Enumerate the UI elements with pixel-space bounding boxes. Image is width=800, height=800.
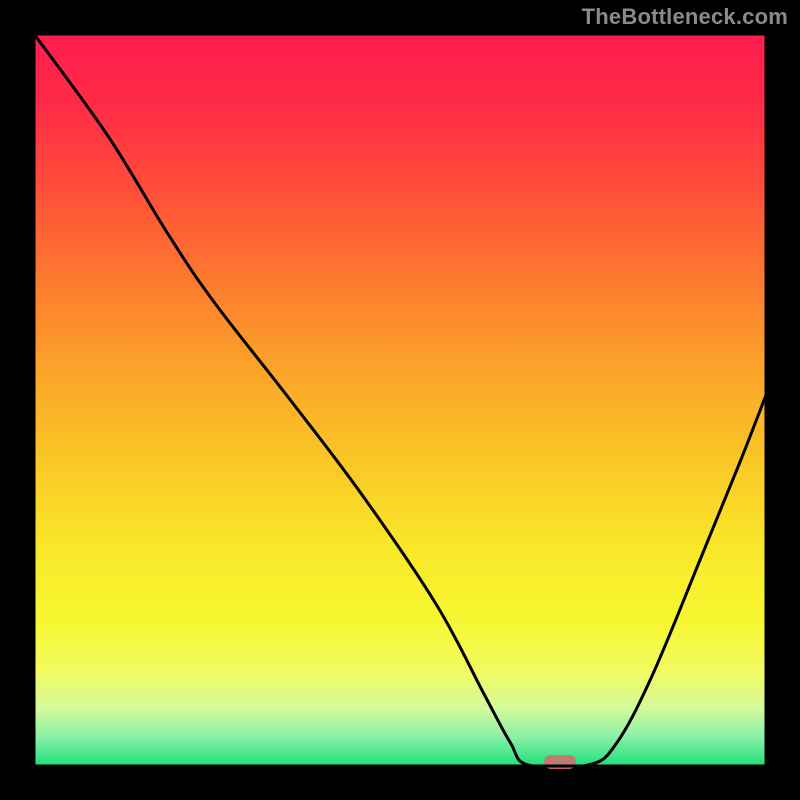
chart-frame: TheBottleneck.com — [0, 0, 800, 800]
watermark-text: TheBottleneck.com — [582, 4, 788, 30]
bottleneck-chart — [0, 0, 800, 800]
plot-background — [34, 34, 766, 766]
